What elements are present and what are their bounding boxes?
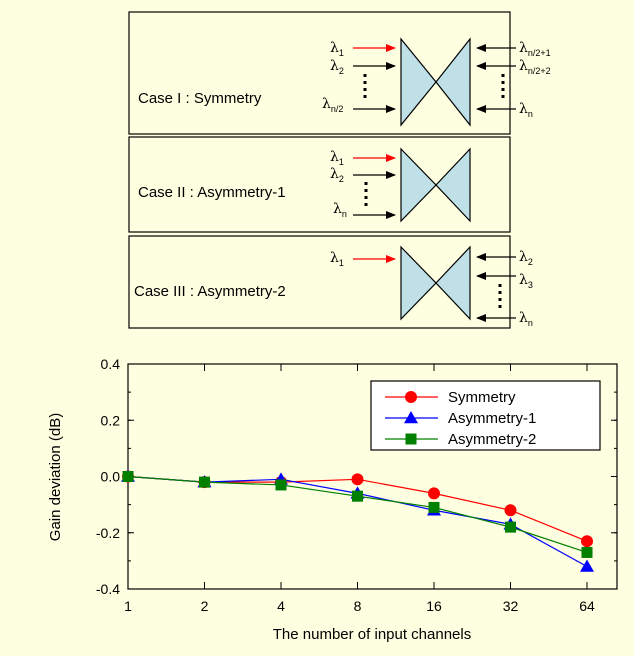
- x-tick-label: 32: [503, 598, 519, 614]
- case-3-left-label-1: λ1: [330, 250, 344, 268]
- x-tick-label: 1: [124, 598, 132, 614]
- legend-item: Symmetry: [385, 389, 516, 406]
- y-tick-label: 0.0: [101, 469, 121, 485]
- case-1-left-label-3: λn/2: [322, 96, 343, 114]
- data-point: [504, 504, 517, 517]
- legend-item: Asymmetry-2: [385, 431, 536, 448]
- y-tick-label: -0.2: [96, 525, 120, 541]
- x-axis: 1 2 4 8 16 32 64: [124, 364, 595, 614]
- legend-swatch-marker: [405, 391, 417, 403]
- case-1-label: Case I : Symmetry: [138, 90, 262, 107]
- x-axis-title: The number of input channels: [273, 626, 471, 643]
- legend-item: Asymmetry-1: [385, 410, 536, 427]
- case-1-right-label-3: λn: [519, 101, 533, 119]
- y-tick-label: 0.2: [101, 412, 121, 428]
- x-tick-label: 16: [426, 598, 442, 614]
- series-asymmetry-2: [122, 471, 593, 558]
- amplifier-case-1-shape: [400, 37, 471, 127]
- legend-label: Symmetry: [448, 389, 516, 406]
- case-2-box: [128, 136, 511, 233]
- case-2-left-label-3: λn: [333, 201, 347, 219]
- data-point: [428, 487, 440, 500]
- data-point: [428, 501, 440, 513]
- case-2-left-label-1: λ1: [330, 149, 344, 167]
- series-line: [127, 475, 588, 542]
- y-axis: 0.4 0.2 0.0 -0.2 -0.4: [96, 356, 617, 597]
- case-3-right-label-1: λ2: [519, 249, 533, 267]
- case-3-label: Case III : Asymmetry-2: [134, 283, 286, 300]
- data-point: [352, 490, 363, 502]
- x-tick-label: 8: [354, 598, 362, 614]
- case-3-right-label-2: λ3: [519, 272, 533, 290]
- case-2-label: Case II : Asymmetry-1: [138, 184, 286, 201]
- data-point: [505, 521, 516, 533]
- case-3-box: [128, 235, 511, 329]
- x-tick-label: 64: [579, 598, 595, 614]
- legend-label: Asymmetry-1: [448, 410, 536, 427]
- data-point: [275, 479, 287, 491]
- legend-label: Asymmetry-2: [448, 431, 536, 448]
- y-tick-label: -0.4: [96, 581, 120, 597]
- case-1-box: [128, 11, 511, 135]
- x-tick-label: 4: [277, 598, 285, 614]
- case-1-left-label-2: λ2: [330, 58, 344, 76]
- legend: Symmetry Asymmetry-1 Asymmetry-2: [370, 380, 601, 451]
- data-point: [351, 473, 364, 486]
- data-point: [581, 546, 593, 558]
- case-diagrams: Case I : Symmetry Case II : Asymmetry-1 …: [128, 11, 551, 329]
- amplifier-case-2-shape: [400, 147, 471, 223]
- y-axis-title: Gain deviation (dB): [47, 413, 64, 541]
- series-symmetry: [122, 470, 593, 548]
- amplifier-case-3-shape: [400, 245, 471, 321]
- case-3-right-label-3: λn: [519, 310, 533, 328]
- case-1-left-label-1: λ1: [330, 40, 344, 58]
- series-layer: [121, 469, 594, 572]
- legend-swatch-marker: [404, 411, 418, 424]
- data-point: [199, 476, 210, 488]
- data-point: [581, 535, 593, 548]
- legend-swatch-marker: [405, 433, 417, 445]
- data-point: [580, 559, 594, 572]
- case-2-left-label-2: λ2: [330, 166, 344, 184]
- data-point: [122, 471, 134, 482]
- gain-deviation-chart: 0.4 0.2 0.0 -0.2 -0.4 1 2 4 8 16 32 64 Gain deviat…: [47, 356, 618, 643]
- x-tick-label: 2: [201, 598, 209, 614]
- case-1-right-label-1: λn/2+1: [519, 40, 551, 58]
- y-tick-label: 0.4: [101, 356, 121, 372]
- case-1-right-label-2: λn/2+2: [519, 58, 551, 76]
